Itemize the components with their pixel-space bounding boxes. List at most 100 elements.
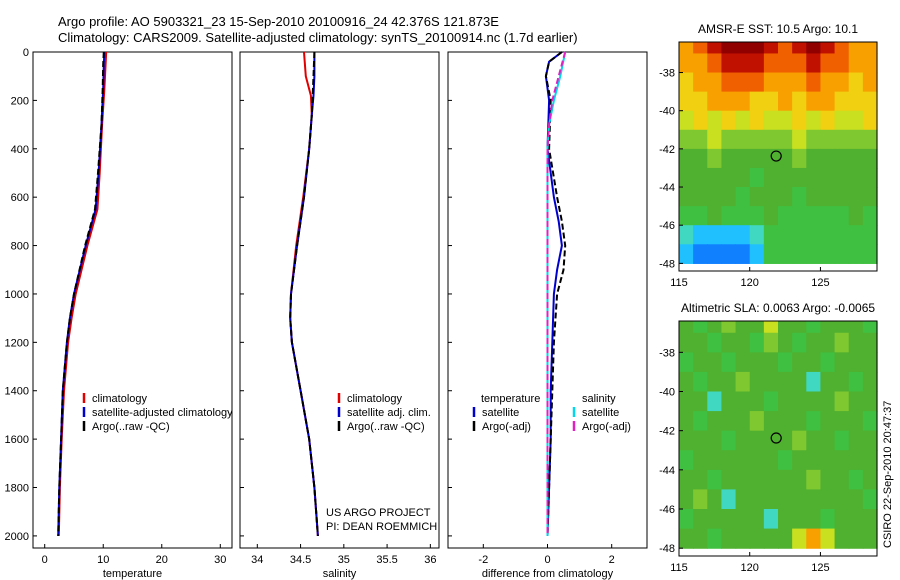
sst_map-cell	[749, 72, 765, 93]
salinity-legend-label: satellite adj. clim.	[347, 407, 431, 419]
sst-map-panel: AMSR-E SST: 10.5 Argo: 10.1 115 120 125 -38 -…	[659, 22, 878, 289]
temperature-xtick-label: 0	[42, 554, 48, 566]
sla_map-cell	[848, 321, 864, 334]
sla_map-cell	[820, 332, 836, 353]
sla_map-cell	[834, 528, 850, 549]
sst_map-cell	[749, 225, 765, 245]
sst_map-cell	[834, 110, 850, 131]
sst_map-cell	[806, 91, 822, 112]
sst_map-cell	[848, 167, 864, 188]
sla_map-cell	[721, 352, 737, 373]
sla_map-cell	[707, 528, 723, 549]
temperature-legend-label: Argo(..raw -QC)	[92, 421, 170, 433]
sla_map-cell	[792, 489, 807, 510]
sla_map-cell	[862, 469, 878, 491]
sla_map-cell	[679, 321, 694, 334]
sla_map-cell	[721, 469, 737, 491]
sla_map-cell	[778, 450, 793, 471]
sst_map-cell	[848, 42, 864, 55]
sst_map-cell	[721, 91, 737, 112]
sst_map-cell	[707, 148, 723, 169]
temperature-panel: 0 10 20 30 0 200 400 600 800 1000 1200 1400 1600 1800…	[5, 47, 234, 580]
sst_map-cell	[707, 244, 723, 264]
temperature-ytick-label: 400	[11, 144, 29, 156]
sst_map-frame	[678, 41, 878, 272]
sla_map-cell	[862, 352, 878, 373]
sla_map-cell	[820, 321, 836, 334]
temperature-xtick-label: 10	[97, 554, 109, 566]
sla_map-cell	[679, 430, 694, 451]
sla_map-cell	[820, 509, 836, 530]
sla_map-cell	[834, 489, 850, 510]
sst_map-cell	[749, 110, 765, 131]
sst_map-cell	[707, 72, 723, 93]
sla_map-ytick-label: -38	[659, 347, 675, 359]
sst_map-cell	[862, 148, 878, 169]
sla_map-cell	[848, 509, 864, 530]
sla_map-cell	[721, 489, 737, 510]
sst_map-cell	[735, 91, 751, 112]
sst_map-cell	[735, 53, 751, 74]
sst_map-cell	[806, 42, 822, 55]
sst_map-cell	[820, 129, 836, 150]
sst_map-cell	[820, 187, 836, 207]
sla_map-cell	[778, 528, 793, 549]
sst_map-cell	[778, 110, 793, 131]
sla_map-title: Altimetric SLA: 0.0063 Argo: -0.0065	[681, 301, 875, 315]
sst_map-cell	[735, 167, 751, 188]
sst_map-cell	[792, 167, 807, 188]
sla_map-cell	[834, 411, 850, 432]
sst_map-cell	[721, 167, 737, 188]
sla-map-panel: Altimetric SLA: 0.0063 Argo: -0.0065 115 1…	[659, 301, 878, 574]
sst_map-cell	[763, 167, 779, 188]
sst_map-cell	[749, 53, 765, 74]
sst_map-cell	[820, 72, 836, 93]
sst_map-cell	[763, 206, 779, 226]
sla_map-cell	[848, 430, 864, 451]
sla_map-cell	[679, 411, 694, 432]
sla_map-cell	[749, 450, 765, 471]
sst_map-cell	[862, 42, 878, 55]
sst_map-cell	[834, 53, 850, 74]
sst_map-cell	[820, 225, 836, 245]
sst_map-cell	[792, 187, 807, 207]
sst_map-cell	[806, 187, 822, 207]
sla_map-cell	[806, 352, 822, 373]
sla_map-cell	[707, 332, 723, 353]
sla_map-cell	[763, 332, 779, 353]
sst_map-cell	[862, 187, 878, 207]
sst_map-cell	[792, 206, 807, 226]
sla_map-cell	[792, 469, 807, 491]
sst_map-cell	[749, 91, 765, 112]
difference-xlabel: difference from climatology	[482, 568, 614, 580]
sla_map-xtick-label: 125	[811, 562, 829, 574]
difference-panel: -2 0 2 difference from climatology temperatu…	[447, 51, 648, 580]
sla_map-cell	[778, 352, 793, 373]
sla_map-cell	[820, 489, 836, 510]
sla_map-cell	[778, 489, 793, 510]
sst_map-cell	[749, 206, 765, 226]
sst_map-cell	[721, 244, 737, 264]
sst_map-cell	[721, 187, 737, 207]
sla_map-cell	[721, 391, 737, 412]
temperature-frame	[32, 51, 233, 549]
diff-legend-salinity-heading: salinity	[582, 393, 616, 405]
sla_map-cell	[778, 371, 793, 393]
sst_map-cell	[679, 187, 694, 207]
sst_map-cell	[749, 244, 765, 264]
sst_map-cell	[806, 110, 822, 131]
sla_map-cell	[763, 411, 779, 432]
sst_map-cell	[693, 110, 708, 131]
sst_map-cell	[679, 206, 694, 226]
sst_map-cell	[820, 206, 836, 226]
sla_map-cell	[693, 411, 708, 432]
sst_map-cell	[862, 91, 878, 112]
sst_map-cell	[848, 53, 864, 74]
difference-series-1	[544, 51, 567, 536]
sla_map-cell	[735, 332, 751, 353]
sst_map-ytick-label: -44	[659, 182, 675, 194]
sla_map-cell	[792, 430, 807, 451]
salinity-xlabel: salinity	[323, 568, 357, 580]
sst_map-cell	[834, 206, 850, 226]
sst_map-cell	[848, 225, 864, 245]
